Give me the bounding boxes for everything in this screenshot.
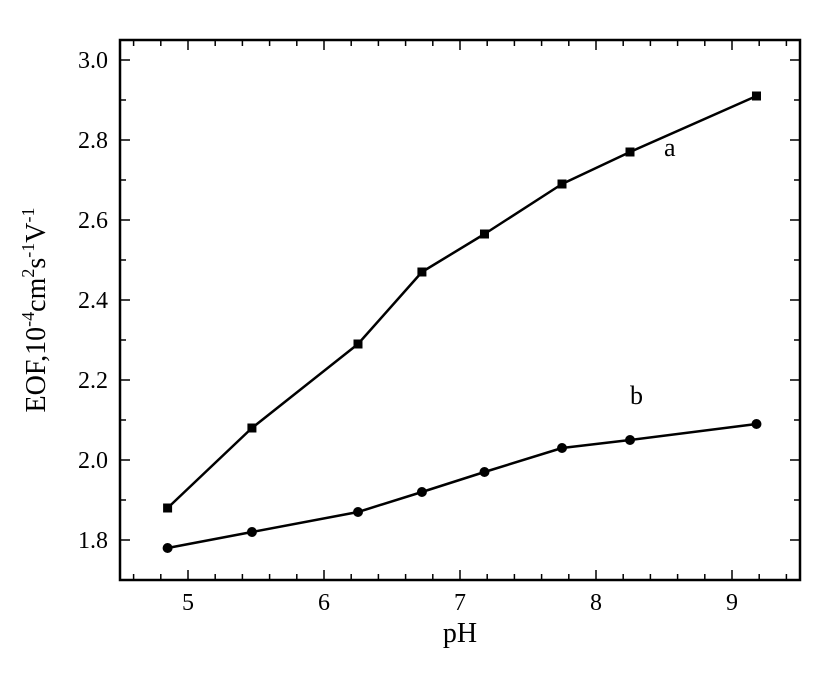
svg-text:2.2: 2.2 bbox=[78, 368, 108, 394]
svg-text:b: b bbox=[630, 381, 643, 410]
svg-text:2.4: 2.4 bbox=[78, 288, 108, 314]
chart-container: 5 6 7 8 9 pH 1.8 2.0 2.2 2.4 2.6 2.8 3.0 EOF,10-4cm2s… bbox=[0, 0, 838, 687]
svg-text:2.8: 2.8 bbox=[78, 128, 108, 154]
svg-text:5: 5 bbox=[182, 590, 194, 616]
svg-text:8: 8 bbox=[590, 590, 602, 616]
svg-text:a: a bbox=[664, 133, 676, 162]
line-chart: 5 6 7 8 9 pH 1.8 2.0 2.2 2.4 2.6 2.8 3.0 EOF,10-4cm2s… bbox=[0, 0, 838, 687]
svg-text:pH: pH bbox=[443, 618, 477, 649]
svg-text:6: 6 bbox=[318, 590, 330, 616]
svg-text:2.0: 2.0 bbox=[78, 448, 108, 474]
svg-text:3.0: 3.0 bbox=[78, 48, 108, 74]
svg-text:1.8: 1.8 bbox=[78, 528, 108, 554]
svg-text:7: 7 bbox=[454, 590, 466, 616]
svg-text:2.6: 2.6 bbox=[78, 208, 108, 234]
svg-text:9: 9 bbox=[726, 590, 738, 616]
svg-text:EOF,10-4cm2s-1V-1: EOF,10-4cm2s-1V-1 bbox=[18, 207, 52, 412]
